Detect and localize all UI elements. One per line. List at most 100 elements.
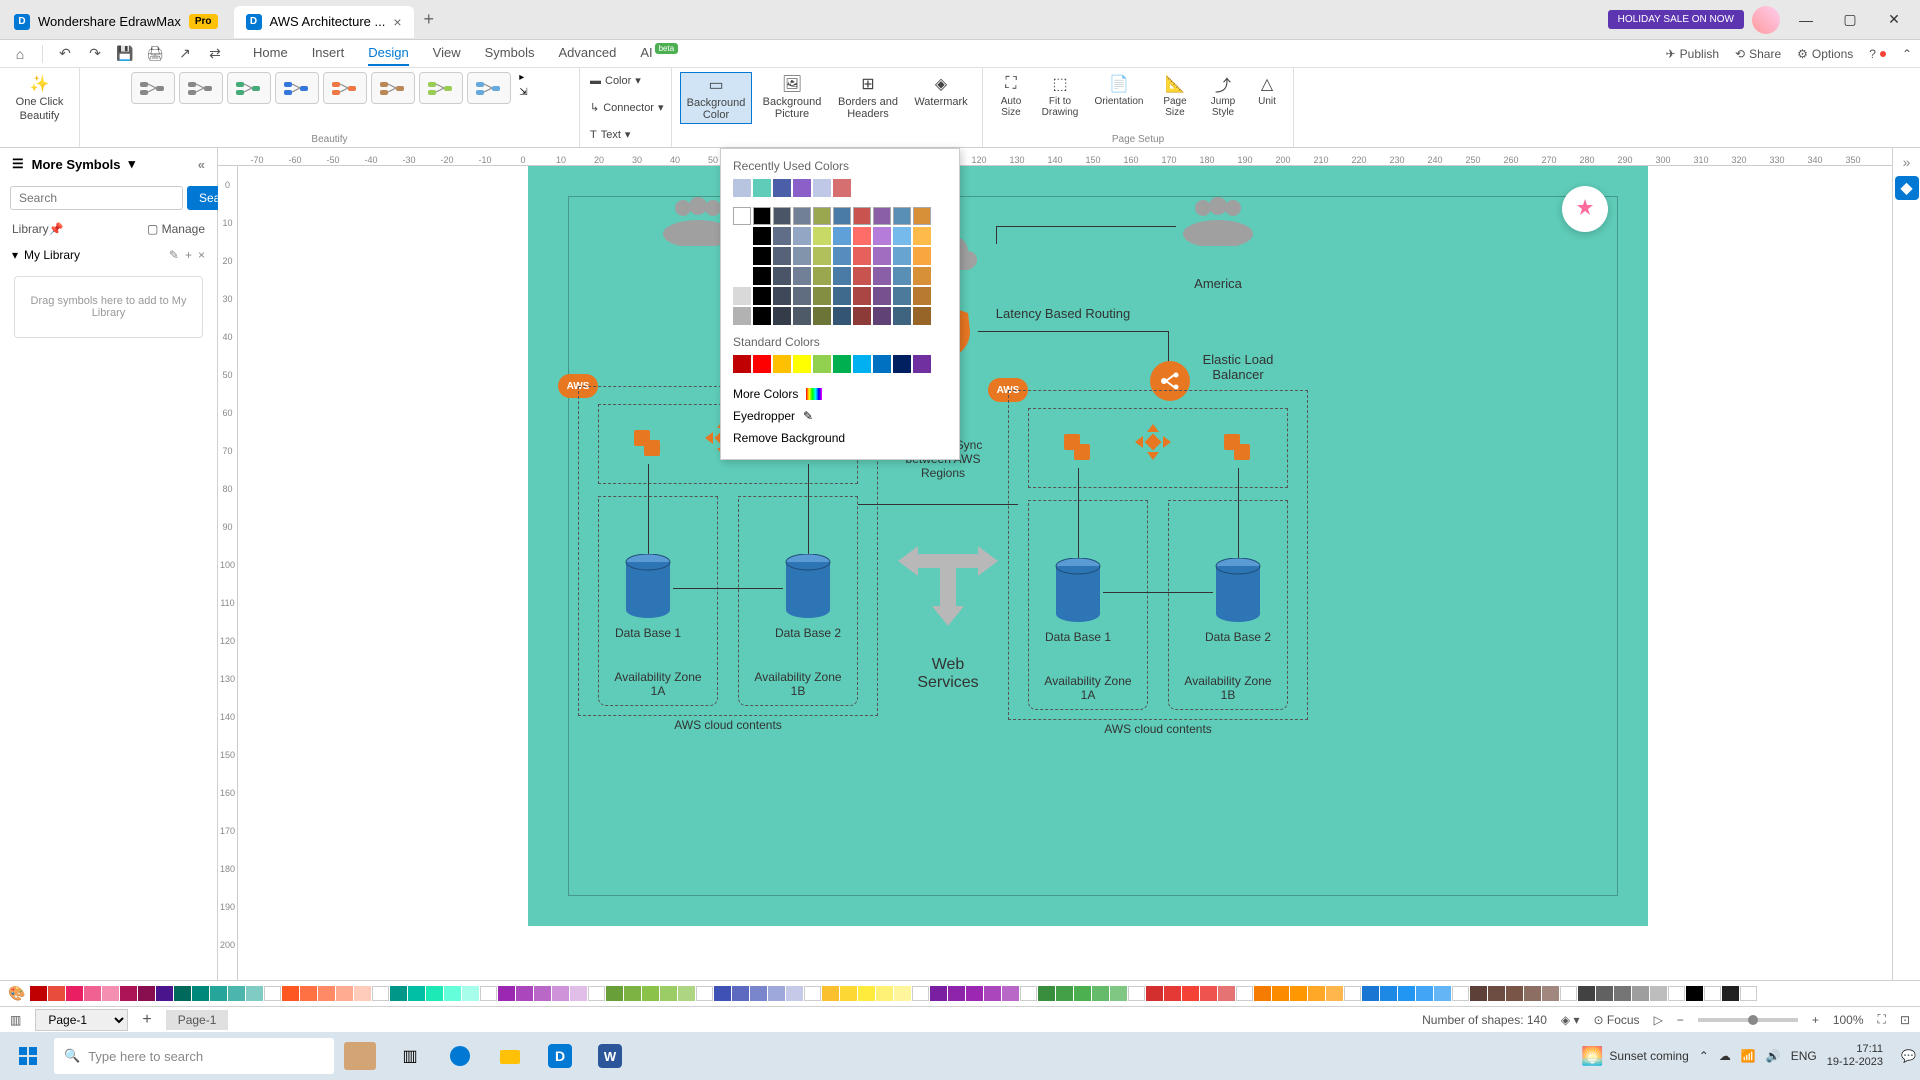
theme-sample-4[interactable] bbox=[323, 72, 367, 104]
language-icon[interactable]: ENG bbox=[1791, 1049, 1817, 1063]
palette-swatch[interactable] bbox=[1290, 986, 1307, 1001]
color-swatch[interactable] bbox=[773, 227, 791, 245]
tab-home[interactable]: Home bbox=[253, 41, 288, 66]
palette-swatch[interactable] bbox=[534, 986, 551, 1001]
palette-swatch[interactable] bbox=[1380, 986, 1397, 1001]
palette-swatch[interactable] bbox=[606, 986, 623, 1001]
palette-swatch[interactable] bbox=[246, 986, 263, 1001]
palette-swatch[interactable] bbox=[930, 986, 947, 1001]
tab-ai[interactable]: AIbeta bbox=[640, 41, 678, 66]
color-swatch[interactable] bbox=[793, 179, 811, 197]
color-swatch[interactable] bbox=[833, 267, 851, 285]
palette-swatch[interactable] bbox=[1452, 986, 1469, 1001]
bg-picture-button[interactable]: 🖼Background Picture bbox=[756, 72, 828, 122]
color-swatch[interactable] bbox=[733, 207, 751, 225]
color-swatch[interactable] bbox=[873, 247, 891, 265]
expand-icon[interactable]: ▾ bbox=[12, 248, 18, 262]
db-1-right[interactable] bbox=[1053, 558, 1103, 622]
maximize-button[interactable]: ▢ bbox=[1832, 4, 1868, 36]
color-swatch[interactable] bbox=[893, 287, 911, 305]
palette-swatch[interactable] bbox=[390, 986, 407, 1001]
palette-swatch[interactable] bbox=[318, 986, 335, 1001]
palette-swatch[interactable] bbox=[480, 986, 497, 1001]
more-button[interactable]: ⇄ bbox=[203, 42, 227, 66]
color-swatch[interactable] bbox=[833, 227, 851, 245]
edrawmax-button[interactable]: D bbox=[536, 1036, 584, 1076]
help-button[interactable]: ? bbox=[1869, 47, 1886, 61]
add-page-button[interactable]: + bbox=[142, 1011, 151, 1029]
color-swatch[interactable] bbox=[813, 207, 831, 225]
color-swatch[interactable] bbox=[753, 355, 771, 373]
start-button[interactable] bbox=[4, 1036, 52, 1076]
palette-swatch[interactable] bbox=[1596, 986, 1613, 1001]
color-swatch[interactable] bbox=[773, 179, 791, 197]
color-swatch[interactable] bbox=[833, 179, 851, 197]
palette-swatch[interactable] bbox=[804, 986, 821, 1001]
hamburger-icon[interactable]: ☰ bbox=[12, 156, 24, 172]
palette-swatch[interactable] bbox=[894, 986, 911, 1001]
palette-swatch[interactable] bbox=[678, 986, 695, 1001]
color-swatch[interactable] bbox=[873, 207, 891, 225]
palette-swatch[interactable] bbox=[372, 986, 389, 1001]
palette-swatch[interactable] bbox=[1560, 986, 1577, 1001]
color-swatch[interactable] bbox=[813, 355, 831, 373]
color-swatch[interactable] bbox=[753, 179, 771, 197]
collapse-ribbon-button[interactable]: ⌃ bbox=[1902, 47, 1912, 61]
fit-screen-button[interactable]: ⛶ bbox=[1878, 1012, 1886, 1027]
color-swatch[interactable] bbox=[893, 247, 911, 265]
layers-icon[interactable]: ◈ ▾ bbox=[1561, 1013, 1580, 1027]
palette-swatch[interactable] bbox=[1128, 986, 1145, 1001]
palette-swatch[interactable] bbox=[1146, 986, 1163, 1001]
color-swatch[interactable] bbox=[913, 207, 931, 225]
color-swatch[interactable] bbox=[913, 287, 931, 305]
taskbar-widget[interactable] bbox=[336, 1036, 384, 1076]
manage-button[interactable]: ▢ Manage bbox=[147, 222, 205, 236]
search-input[interactable] bbox=[10, 186, 183, 210]
tab-insert[interactable]: Insert bbox=[312, 41, 345, 66]
palette-swatch[interactable] bbox=[912, 986, 929, 1001]
palette-swatch[interactable] bbox=[1092, 986, 1109, 1001]
borders-button[interactable]: ⊞Borders and Headers bbox=[832, 72, 904, 122]
palette-swatch[interactable] bbox=[1398, 986, 1415, 1001]
palette-swatch[interactable] bbox=[858, 986, 875, 1001]
palette-swatch[interactable] bbox=[84, 986, 101, 1001]
color-swatch[interactable] bbox=[833, 355, 851, 373]
color-swatch[interactable] bbox=[793, 227, 811, 245]
bg-color-button[interactable]: ▭Background Color bbox=[680, 72, 752, 124]
palette-swatch[interactable] bbox=[192, 986, 209, 1001]
save-button[interactable]: 💾 bbox=[113, 42, 137, 66]
palette-swatch[interactable] bbox=[1740, 986, 1757, 1001]
palette-swatch[interactable] bbox=[1254, 986, 1271, 1001]
db-2-left[interactable] bbox=[783, 554, 833, 618]
color-swatch[interactable] bbox=[773, 247, 791, 265]
color-swatch[interactable] bbox=[873, 307, 891, 325]
color-swatch[interactable] bbox=[853, 207, 871, 225]
color-swatch[interactable] bbox=[793, 307, 811, 325]
color-swatch[interactable] bbox=[853, 287, 871, 305]
color-swatch[interactable] bbox=[833, 287, 851, 305]
palette-swatch[interactable] bbox=[300, 986, 317, 1001]
color-swatch[interactable] bbox=[773, 207, 791, 225]
users-icon-right[interactable] bbox=[1178, 196, 1258, 251]
color-swatch[interactable] bbox=[893, 227, 911, 245]
publish-button[interactable]: ✈ Publish bbox=[1666, 47, 1719, 61]
wifi-icon[interactable]: 📶 bbox=[1741, 1049, 1756, 1063]
palette-swatch[interactable] bbox=[1362, 986, 1379, 1001]
palette-swatch[interactable] bbox=[948, 986, 965, 1001]
edge-button[interactable] bbox=[436, 1036, 484, 1076]
color-swatch[interactable] bbox=[873, 355, 891, 373]
zoom-in-button[interactable]: + bbox=[1812, 1013, 1819, 1027]
export-button[interactable]: ↗ bbox=[173, 42, 197, 66]
color-swatch[interactable] bbox=[753, 227, 771, 245]
palette-swatch[interactable] bbox=[1506, 986, 1523, 1001]
palette-swatch[interactable] bbox=[174, 986, 191, 1001]
palette-swatch[interactable] bbox=[264, 986, 281, 1001]
color-swatch[interactable] bbox=[913, 227, 931, 245]
palette-swatch[interactable] bbox=[660, 986, 677, 1001]
palette-swatch[interactable] bbox=[1344, 986, 1361, 1001]
palette-swatch[interactable] bbox=[642, 986, 659, 1001]
close-button[interactable]: ✕ bbox=[1876, 4, 1912, 36]
onedrive-icon[interactable]: ☁ bbox=[1719, 1049, 1731, 1063]
taskbar-search[interactable]: 🔍Type here to search bbox=[54, 1038, 334, 1074]
color-swatch[interactable] bbox=[793, 355, 811, 373]
